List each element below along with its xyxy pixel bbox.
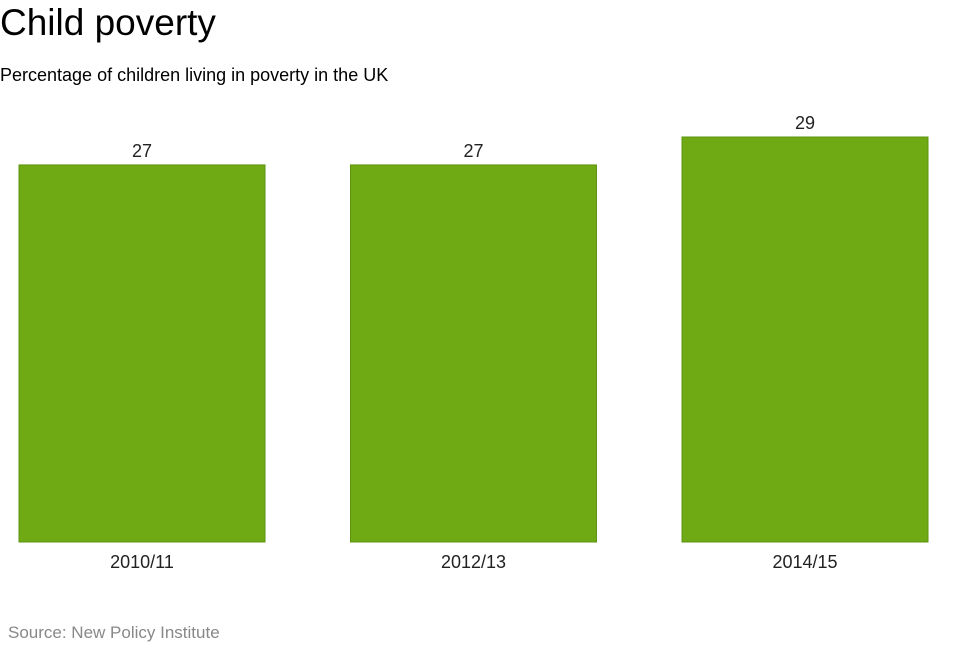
- value-label: 27: [463, 141, 483, 161]
- bar-2010-11: [18, 164, 266, 543]
- category-label: 2012/13: [441, 552, 506, 572]
- chart-subtitle: Percentage of children living in poverty…: [0, 65, 389, 85]
- bar-2012-13: [350, 164, 597, 543]
- category-label: 2010/11: [110, 552, 174, 572]
- bar-2014-15: [681, 136, 929, 543]
- category-label: 2014/15: [772, 552, 837, 572]
- source-note: Source: New Policy Institute: [8, 623, 220, 642]
- bar-chart: 27 2010/11 27 2012/13 29 2014/15: [18, 113, 929, 572]
- chart-title: Child poverty: [0, 2, 216, 43]
- value-label: 29: [795, 113, 815, 133]
- value-label: 27: [132, 141, 152, 161]
